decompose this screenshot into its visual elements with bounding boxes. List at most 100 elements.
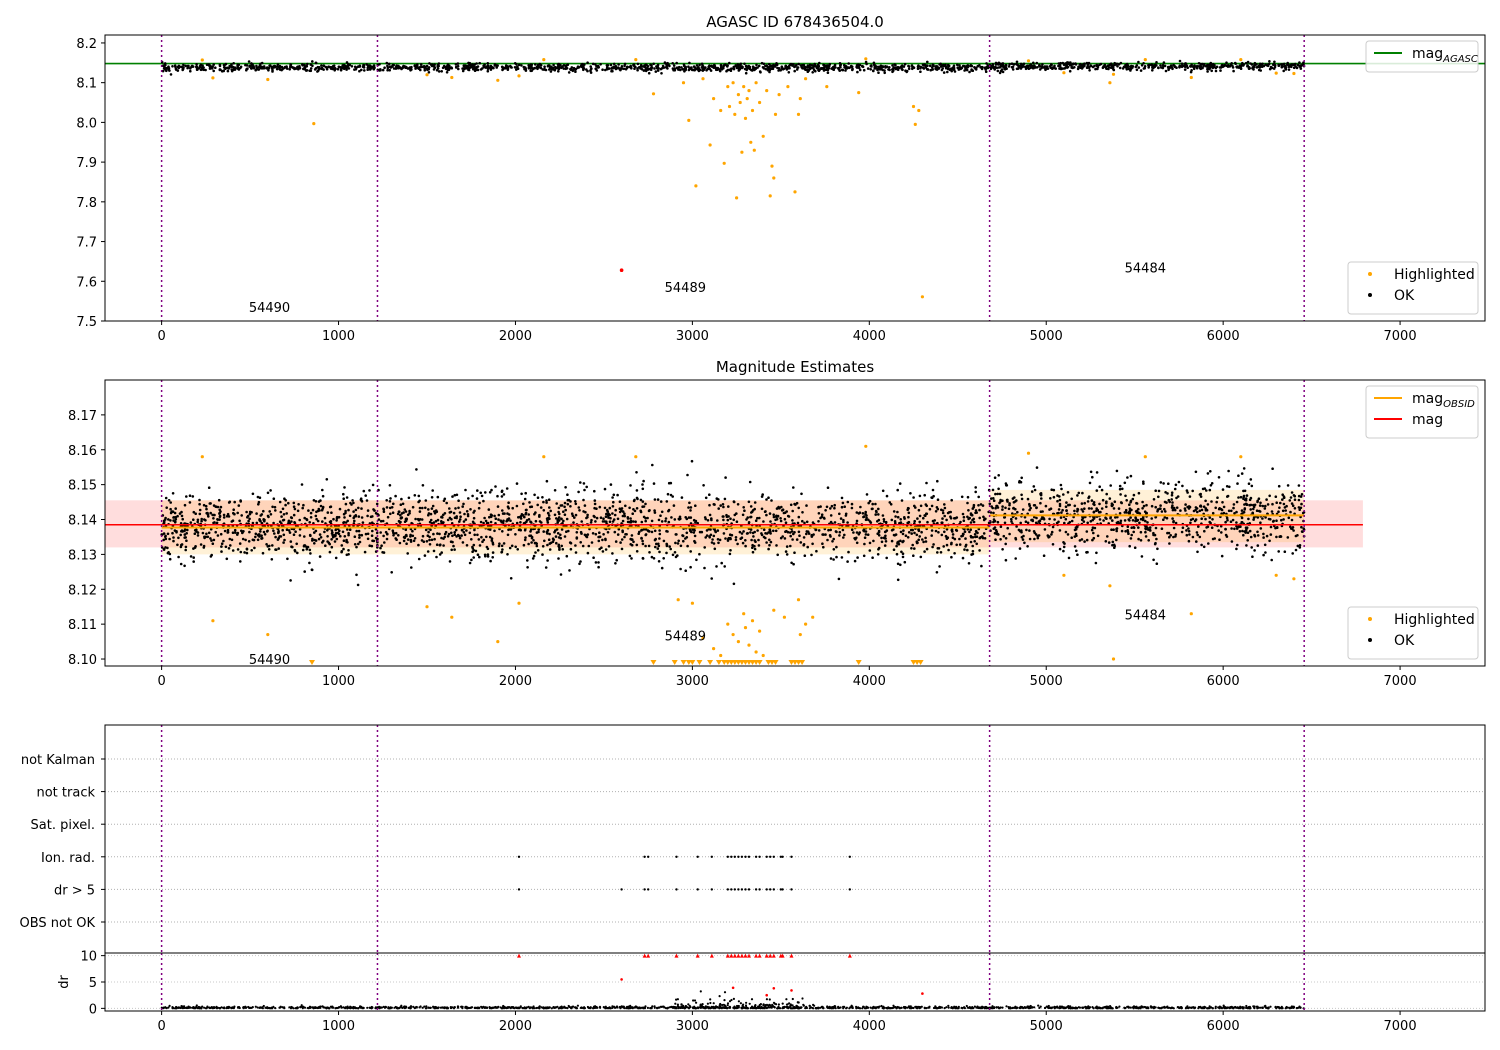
- ok-point: [617, 527, 621, 531]
- ok-point: [1118, 66, 1122, 70]
- ok-point: [1082, 62, 1085, 66]
- ok-point: [971, 552, 975, 556]
- ok-point: [879, 64, 883, 68]
- ok-point: [829, 557, 833, 560]
- ok-point: [582, 498, 585, 502]
- ok-point: [560, 528, 564, 531]
- ok-point: [400, 497, 403, 501]
- ok-point: [344, 502, 348, 506]
- ok-point: [640, 520, 644, 524]
- ok-point: [542, 509, 546, 512]
- ok-point: [277, 530, 280, 534]
- ok-point: [602, 533, 605, 536]
- ok-point: [1177, 480, 1181, 484]
- ok-point: [292, 533, 296, 536]
- ok-point: [1163, 64, 1167, 68]
- ok-point: [603, 487, 607, 491]
- ok-point: [756, 529, 759, 532]
- ok-point: [1062, 545, 1066, 549]
- ok-point: [858, 66, 861, 70]
- ok-point: [752, 535, 755, 538]
- ok-point: [1209, 470, 1212, 473]
- ok-point: [390, 506, 394, 509]
- ok-point: [660, 72, 663, 75]
- ok-point: [1296, 63, 1300, 67]
- ok-point: [1228, 65, 1232, 68]
- ok-point: [689, 506, 693, 509]
- ok-point: [377, 518, 381, 521]
- highlighted-point: [864, 57, 868, 61]
- ok-point: [744, 539, 747, 542]
- ok-point: [480, 494, 484, 498]
- ok-point: [500, 489, 504, 493]
- ok-point: [1003, 521, 1007, 525]
- ok-point: [911, 543, 914, 547]
- ok-point: [1302, 527, 1305, 530]
- ok-point: [637, 532, 640, 535]
- ok-point: [1196, 550, 1199, 554]
- ok-point: [805, 504, 808, 507]
- ok-point: [222, 69, 225, 73]
- ok-point: [1145, 511, 1148, 515]
- ok-point: [1168, 542, 1171, 545]
- ok-point: [1241, 61, 1244, 65]
- ok-point: [321, 520, 324, 523]
- ok-point: [318, 533, 322, 536]
- ok-point: [1115, 529, 1118, 533]
- ok-point: [471, 64, 475, 67]
- ok-point: [1247, 517, 1250, 521]
- ok-point: [902, 529, 905, 532]
- ok-point: [703, 566, 706, 570]
- ok-point: [1043, 528, 1047, 531]
- ok-point: [271, 505, 274, 509]
- ok-point: [454, 528, 458, 532]
- ok-point: [189, 67, 192, 70]
- highlighted-point: [761, 134, 765, 138]
- ok-point: [1074, 63, 1078, 66]
- ok-point: [601, 538, 604, 542]
- ok-point: [595, 516, 599, 520]
- ok-point: [979, 536, 982, 539]
- ok-point: [850, 528, 854, 531]
- ok-point: [1033, 488, 1037, 492]
- ok-point: [316, 69, 320, 72]
- ok-point: [1246, 64, 1249, 67]
- ok-point: [568, 541, 572, 544]
- ok-point: [642, 479, 645, 483]
- ok-point: [274, 509, 277, 512]
- ok-point: [440, 536, 443, 540]
- ok-point: [196, 68, 199, 71]
- ok-point: [1083, 540, 1086, 543]
- ok-point: [325, 66, 328, 69]
- ok-point: [292, 505, 296, 509]
- ok-point: [1231, 66, 1235, 69]
- ok-point: [1206, 67, 1209, 71]
- ok-point: [280, 515, 283, 518]
- ok-point: [784, 530, 787, 533]
- ok-point: [751, 546, 754, 549]
- ok-point: [1159, 504, 1162, 507]
- ok-point: [632, 499, 636, 503]
- ok-point: [265, 66, 269, 69]
- ok-point: [1292, 63, 1296, 67]
- ok-point: [245, 510, 248, 514]
- ok-point: [811, 521, 815, 524]
- ok-point: [810, 64, 814, 67]
- ok-point: [736, 63, 740, 66]
- ok-point: [310, 568, 314, 571]
- ok-point: [316, 65, 320, 69]
- ok-point: [640, 537, 643, 540]
- ok-point: [910, 532, 913, 535]
- ok-point: [946, 511, 950, 515]
- ok-point: [994, 63, 998, 66]
- ok-point: [805, 532, 808, 536]
- ok-point: [562, 64, 566, 67]
- ok-point: [346, 519, 350, 523]
- ok-point: [192, 560, 195, 563]
- ok-point: [1098, 502, 1101, 506]
- ok-point: [489, 559, 492, 563]
- ok-point: [924, 540, 928, 543]
- ok-point: [659, 514, 662, 517]
- x-tick-label: 6000: [1207, 329, 1240, 344]
- ok-point: [684, 537, 687, 540]
